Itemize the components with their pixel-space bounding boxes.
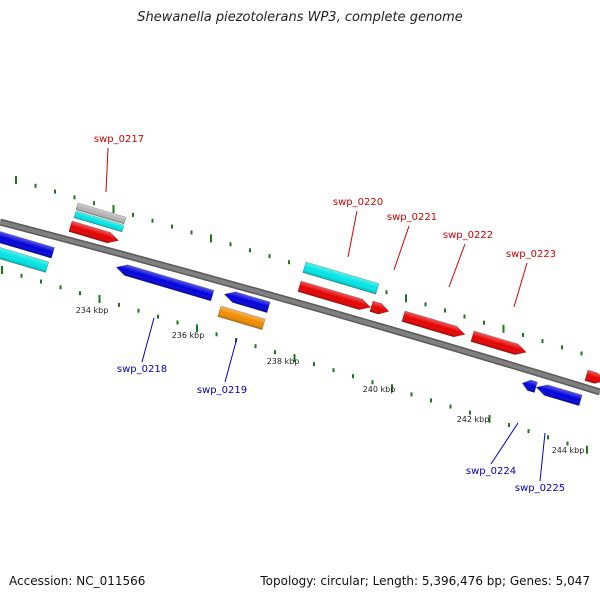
leader-line-swp_0218 <box>141 317 155 363</box>
feature-cyan-left <box>0 245 50 273</box>
tick-label: 236 kbp <box>172 331 205 340</box>
gene-swp_0225-arrow <box>535 384 583 406</box>
feature-cyan-left-top <box>73 210 125 233</box>
leader-line-swp_0219 <box>224 337 238 383</box>
feature-cyan-middle-shading <box>302 262 379 295</box>
gene-swp_0221-arrow-shading <box>369 301 389 315</box>
leader-line-swp_0220 <box>347 210 358 258</box>
gene-right-edge-arrow <box>584 369 600 384</box>
leader-line-swp_0223 <box>513 262 528 308</box>
tick-label: 234 kbp <box>76 306 109 315</box>
leader-line-swp_0225 <box>539 432 546 482</box>
genome-backbone <box>0 218 600 396</box>
gene-swp_0223-arrow-shading <box>470 331 527 355</box>
backbone-line <box>0 220 600 394</box>
leader-line-swp_0222 <box>448 243 466 288</box>
gene-label-swp_0220: swp_0220 <box>333 197 383 208</box>
genome-summary-text: Topology: circular; Length: 5,396,476 bp… <box>260 574 590 588</box>
leader-line-swp_0224 <box>490 422 519 465</box>
gene-label-swp_0221: swp_0221 <box>387 212 437 223</box>
gene-label-swp_0225: swp_0225 <box>515 483 565 494</box>
tick-marks <box>1 176 588 454</box>
gene-features <box>0 202 600 406</box>
gene-swp_0218-arrow-shading <box>116 264 214 301</box>
feature-gray-top-shading <box>76 203 126 224</box>
gene-swp_0224-arrow-shading <box>522 379 538 393</box>
gene-label-swp_0224: swp_0224 <box>466 466 516 477</box>
gene-swp_0222-arrow-shading <box>401 311 465 337</box>
leader-line-swp_0217 <box>105 147 109 193</box>
feature-cyan-left-top-shading <box>74 211 124 232</box>
map-title: Shewanella piezotolerans WP3, complete g… <box>137 10 463 25</box>
gene-right-edge-arrow-shading <box>584 370 600 384</box>
tick-label: 242 kbp <box>457 415 490 424</box>
feature-blue-left-shading <box>0 230 55 259</box>
label-leader-lines <box>105 147 546 482</box>
gene-swp_0220-arrow <box>297 280 372 310</box>
gene-swp_0224-arrow <box>521 379 538 393</box>
tick-label: 240 kbp <box>363 385 396 394</box>
gene-label-swp_0219: swp_0219 <box>197 385 247 396</box>
tick-label: 238 kbp <box>267 357 300 366</box>
feature-orange <box>217 305 266 330</box>
gene-swp_0219-arrow <box>223 291 271 313</box>
gene-swp_0221-arrow <box>369 300 390 315</box>
leader-line-swp_0221 <box>393 225 410 271</box>
feature-cyan-middle <box>302 261 380 295</box>
gene-swp_0218-arrow <box>115 264 215 302</box>
tick-label: 244 kbp <box>552 446 585 455</box>
gene-label-swp_0218: swp_0218 <box>117 364 167 375</box>
feature-orange-shading <box>217 306 266 330</box>
feature-gray-top <box>75 202 127 225</box>
gene-label-swp_0222: swp_0222 <box>443 230 493 241</box>
feature-cyan-left-shading <box>0 246 49 273</box>
accession-text: Accession: NC_011566 <box>9 574 146 588</box>
gene-swp_0220-arrow-shading <box>297 281 371 310</box>
gene-swp_0217-arrow <box>68 220 119 244</box>
gene-swp_0217-arrow-shading <box>68 221 119 243</box>
gene-swp_0219-arrow-shading <box>224 291 271 313</box>
gene-label-swp_0217: swp_0217 <box>94 134 144 145</box>
labels: 234 kbp 236 kbp 238 kbp 240 kbp 242 kbp 244 k… <box>76 134 585 494</box>
gene-swp_0222-arrow <box>401 310 466 338</box>
feature-blue-left <box>0 229 55 259</box>
gene-swp_0225-arrow-shading <box>536 384 583 406</box>
gene-swp_0223-arrow <box>470 330 527 355</box>
gene-label-swp_0223: swp_0223 <box>506 249 556 260</box>
